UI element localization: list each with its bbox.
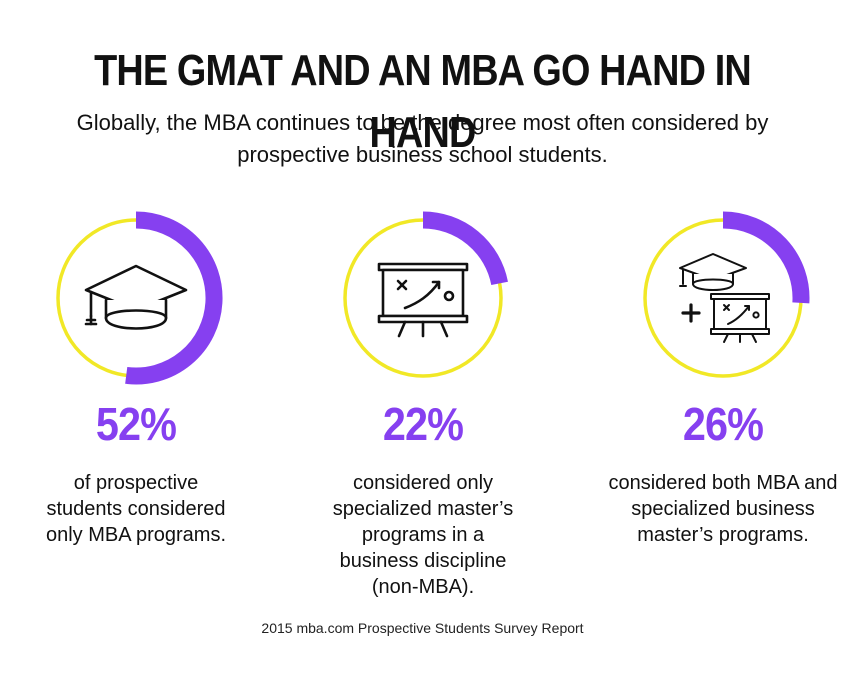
donut-arc-22 bbox=[422, 211, 508, 286]
stat-description: considered only specialized master’s pro… bbox=[332, 472, 514, 598]
donut-arc-26 bbox=[722, 211, 810, 304]
page-title: THE GMAT AND AN MBA GO HAND IN HAND bbox=[94, 46, 752, 157]
stat-panel-mba-only: 52% of prospective students considered o… bbox=[1, 208, 271, 588]
graduation-cap-icon bbox=[84, 264, 188, 330]
donut-chart-specialized-only bbox=[343, 211, 508, 378]
percent-value: 22% bbox=[382, 398, 464, 450]
page-subtitle: Globally, the MBA continues to be the de… bbox=[76, 110, 769, 167]
cap-plus-board-icon bbox=[679, 253, 770, 343]
presentation-board-icon bbox=[377, 262, 469, 338]
donut-arc-52 bbox=[125, 211, 223, 385]
donut-chart-mba-only bbox=[56, 211, 223, 385]
stat-panel-specialized-only: 22% considered only specialized master’s… bbox=[288, 208, 558, 598]
stat-panel-both: 26% considered both MBA and specialized … bbox=[588, 208, 845, 588]
stat-description: considered both MBA and specialized busi… bbox=[608, 472, 838, 546]
percent-value: 26% bbox=[682, 398, 764, 450]
percent-value: 52% bbox=[95, 398, 177, 450]
source-note: 2015 mba.com Prospective Students Survey… bbox=[261, 620, 584, 636]
donut-chart-both bbox=[643, 211, 810, 378]
stat-description: of prospective students considered only … bbox=[45, 472, 227, 546]
